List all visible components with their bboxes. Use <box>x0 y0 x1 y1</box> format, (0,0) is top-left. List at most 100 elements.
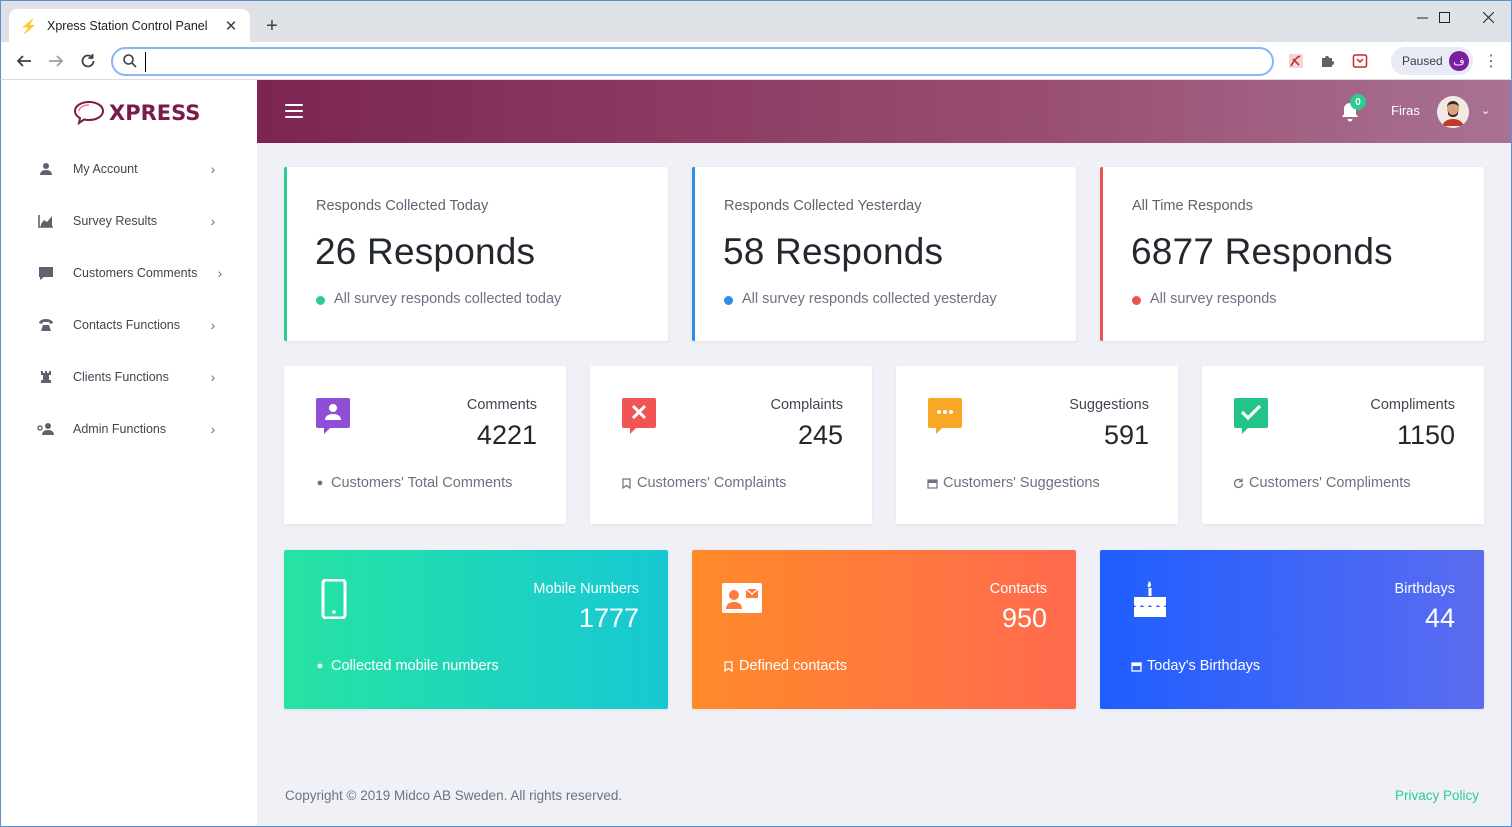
comment-x-icon <box>622 398 656 434</box>
sidebar-item-my-account[interactable]: My Account › <box>1 143 257 195</box>
card-value: 1777 <box>578 603 639 633</box>
username[interactable]: Firas <box>1391 103 1420 118</box>
dashboard-page: XPRESS My Account › Survey Results › Cus… <box>0 80 1512 827</box>
refresh-icon <box>1232 477 1244 489</box>
chevron-right-icon: › <box>210 369 216 385</box>
back-button[interactable] <box>12 49 36 73</box>
calendar-icon <box>926 477 938 489</box>
card-value: 950 <box>1001 603 1047 633</box>
birthday-cake-icon <box>1134 581 1166 617</box>
browser-menu-icon[interactable]: ⋮ <box>1483 53 1499 70</box>
card-note: All survey responds <box>1150 291 1277 307</box>
new-tab-button[interactable]: + <box>266 14 278 37</box>
reload-icon <box>81 54 95 68</box>
close-icon <box>1482 11 1494 23</box>
arrow-left-icon <box>16 55 31 67</box>
profile-button[interactable]: Paused ف <box>1391 47 1473 75</box>
users-cog-icon <box>37 420 55 438</box>
card-label: All Time Responds <box>1132 198 1253 214</box>
card-note: Defined contacts <box>739 658 848 674</box>
card-note: All survey responds collected today <box>334 291 562 307</box>
chevron-right-icon: › <box>210 317 216 333</box>
brand-name: XPRESS <box>109 101 201 125</box>
metric-card-comments: Comments 4221 ● Customers' Total Comment… <box>284 366 566 524</box>
sidebar-item-admin-functions[interactable]: Admin Functions › <box>1 403 257 455</box>
privacy-policy-link[interactable]: Privacy Policy <box>1395 788 1480 803</box>
address-bar[interactable] <box>111 47 1274 76</box>
calendar-icon <box>1130 660 1142 672</box>
sidebar-item-label: Survey Results <box>73 214 158 228</box>
shield-extension-icon[interactable] <box>1351 52 1369 70</box>
tab-title: Xpress Station Control Panel <box>47 19 208 33</box>
card-value: 1150 <box>1396 420 1455 450</box>
card-value: 6877 Responds <box>1131 231 1393 272</box>
card-label: Responds Collected Today <box>316 198 489 214</box>
card-value: 4221 <box>476 420 537 450</box>
chevron-right-icon: › <box>210 161 216 177</box>
sidebar-item-clients-functions[interactable]: Clients Functions › <box>1 351 257 403</box>
sidebar-item-label: My Account <box>73 162 138 176</box>
notification-badge: 0 <box>1350 94 1366 110</box>
speech-bubble-logo-icon <box>73 100 105 126</box>
close-tab-icon[interactable]: ✕ <box>224 18 238 35</box>
card-label: Complaints <box>770 397 843 413</box>
info-circle-icon: ● <box>316 477 324 489</box>
highlight-card-mobile-numbers: Mobile Numbers 1777 ● Collected mobile n… <box>284 550 668 709</box>
metric-card-complaints: Complaints 245 Customers' Complaints <box>590 366 872 524</box>
lightning-favicon-icon: ⚡ <box>20 17 38 34</box>
chevron-down-icon[interactable]: ⌄ <box>1481 105 1491 117</box>
metric-card-suggestions: Suggestions 591 Customers' Suggestions <box>896 366 1178 524</box>
chevron-right-icon: › <box>217 265 223 281</box>
sidebar: XPRESS My Account › Survey Results › Cus… <box>1 80 257 826</box>
close-window-button[interactable] <box>1465 5 1511 29</box>
chevron-right-icon: › <box>210 213 216 229</box>
top-navbar: 0 Firas ⌄ <box>257 80 1511 143</box>
sidebar-item-label: Contacts Functions <box>73 318 180 332</box>
summary-card-yesterday: Responds Collected Yesterday 58 Responds… <box>692 167 1076 341</box>
card-label: Birthdays <box>1394 581 1455 597</box>
arrow-right-icon <box>49 55 64 67</box>
highlight-card-birthdays: Birthdays 44 Today's Birthdays <box>1100 550 1484 709</box>
sidebar-item-survey-results[interactable]: Survey Results › <box>1 195 257 247</box>
sidebar-item-label: Clients Functions <box>73 370 169 384</box>
browser-tabstrip: ⚡ Xpress Station Control Panel ✕ + <box>0 0 1512 43</box>
summary-card-all-time: All Time Responds 6877 Responds All surv… <box>1100 167 1484 341</box>
maximize-button[interactable] <box>1421 5 1467 29</box>
pdf-extension-icon[interactable] <box>1287 52 1305 70</box>
comment-user-icon <box>316 398 350 434</box>
chart-icon <box>37 212 55 230</box>
profile-avatar: ف <box>1449 51 1469 71</box>
footer-copyright: Copyright © 2019 Midco AB Sweden. All ri… <box>285 788 623 803</box>
card-value: 44 <box>1424 603 1455 633</box>
sidebar-item-customers-comments[interactable]: Customers Comments › <box>1 247 257 299</box>
card-label: Suggestions <box>1069 397 1149 413</box>
card-value: 245 <box>797 420 843 450</box>
card-note: Customers' Complaints <box>637 475 787 491</box>
avatar[interactable] <box>1437 96 1469 128</box>
card-label: Responds Collected Yesterday <box>724 198 922 214</box>
browser-tab[interactable]: ⚡ Xpress Station Control Panel ✕ <box>9 9 250 43</box>
sidebar-item-label: Admin Functions <box>73 422 167 436</box>
minimize-button[interactable] <box>1399 5 1445 29</box>
mobile-icon <box>321 579 347 619</box>
browser-toolbar: Paused ف ⋮ <box>0 42 1512 80</box>
hamburger-menu-icon[interactable] <box>285 104 303 118</box>
brand-logo[interactable]: XPRESS <box>73 98 200 128</box>
summary-card-today: Responds Collected Today 26 Responds All… <box>284 167 668 341</box>
phone-icon <box>37 316 55 334</box>
bookmark-icon <box>620 477 632 489</box>
maximize-icon <box>1438 11 1450 23</box>
card-value: 26 Responds <box>315 231 536 272</box>
reload-button[interactable] <box>76 49 100 73</box>
chevron-right-icon: › <box>210 421 216 437</box>
highlight-card-contacts: Contacts 950 Defined contacts <box>692 550 1076 709</box>
sidebar-item-contacts-functions[interactable]: Contacts Functions › <box>1 299 257 351</box>
comment-icon <box>37 264 55 282</box>
card-note: Collected mobile numbers <box>331 658 499 674</box>
card-note: Today's Birthdays <box>1147 658 1261 674</box>
puzzle-extension-icon[interactable] <box>1319 52 1337 70</box>
card-note: Customers' Compliments <box>1249 475 1411 491</box>
forward-button[interactable] <box>44 49 68 73</box>
address-input[interactable] <box>145 52 1245 72</box>
minimize-icon <box>1416 17 1428 18</box>
